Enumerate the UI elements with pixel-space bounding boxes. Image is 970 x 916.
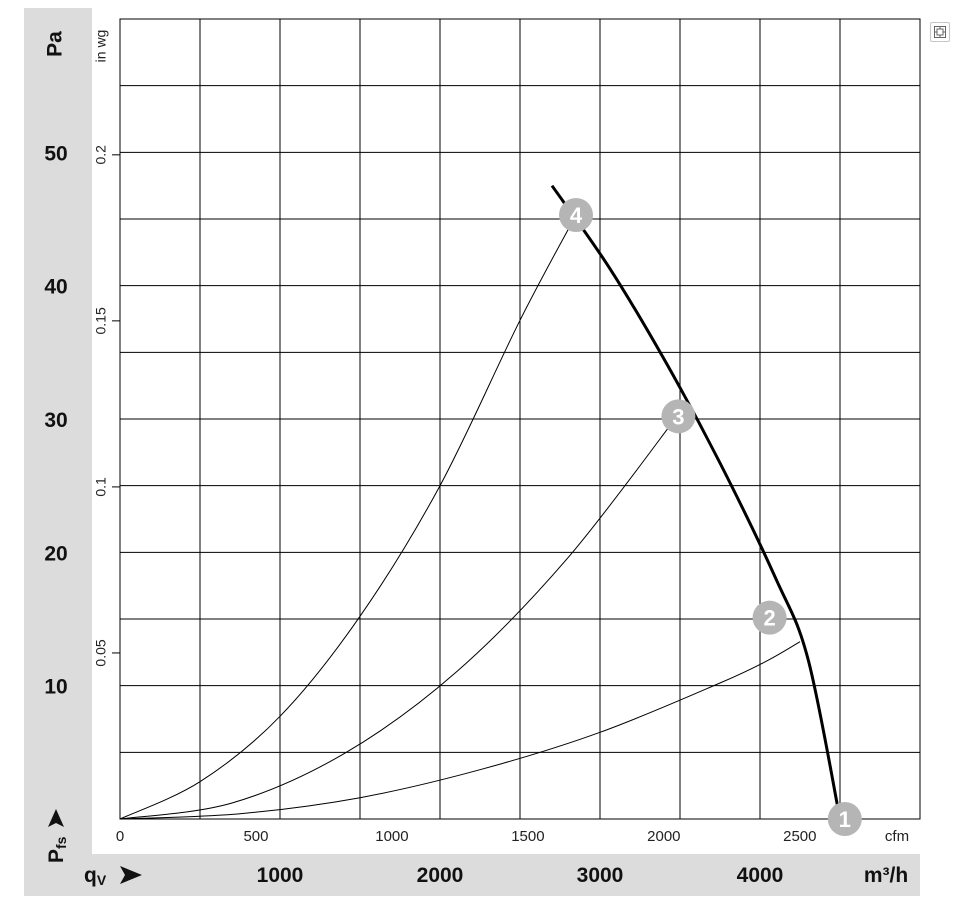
in-wg-tick-label: 0.15 [93,307,109,334]
in-wg-tick-label: 0.1 [93,477,109,497]
cfm-tick-label: 2500 [783,828,816,845]
system-curve-3 [119,411,681,820]
cfm-tick-label: 1500 [511,828,544,845]
cfm-unit-label: cfm [885,828,909,845]
pa-tick-label: 30 [44,409,67,432]
bottom-axis-band [24,854,920,896]
fan-curve [550,184,842,820]
grid-lines [120,19,920,819]
in-wg-unit-label: in wg [93,30,109,63]
system-curve-4 [119,214,577,820]
m3h-unit-label: m³/h [864,864,908,887]
pa-tick-label: 40 [44,276,67,299]
cfm-tick-label: 1000 [375,828,408,845]
m3h-tick-label: 2000 [417,864,464,887]
m3h-tick-label: 4000 [737,864,784,887]
operating-point-2 [752,600,787,635]
pa-tick-label: 10 [44,676,67,699]
expand-icon [934,26,946,38]
cfm-tick-label: 2000 [647,828,680,845]
operating-point-label: 1 [839,807,851,832]
operating-point-3 [661,399,696,434]
cfm-tick-label: 500 [243,828,268,845]
operating-point-label: 4 [570,203,583,228]
in-wg-tick-label: 0.2 [93,145,109,165]
operating-point-label: 2 [763,606,775,631]
expand-icon-button[interactable] [930,22,950,42]
pa-tick-label: 20 [44,542,67,565]
in-wg-tick-label: 0.05 [93,639,109,666]
operating-point-4 [559,198,593,232]
pa-unit-label: Pa [44,31,67,57]
plot-frame [119,18,921,820]
m3h-tick-label: 3000 [577,864,624,887]
qv-arrow-icon [120,866,142,884]
pfs-axis-symbol: Pfs [45,809,69,863]
m3h-tick-label: 1000 [257,864,304,887]
pa-tick-label: 50 [44,142,67,165]
operating-point-label: 3 [672,404,684,429]
cfm-tick-label: 0 [116,828,124,845]
system-curve-2 [119,641,801,820]
operating-point-1 [827,802,862,836]
left-axis-band [24,8,92,896]
pfs-arrow-icon [48,809,64,827]
